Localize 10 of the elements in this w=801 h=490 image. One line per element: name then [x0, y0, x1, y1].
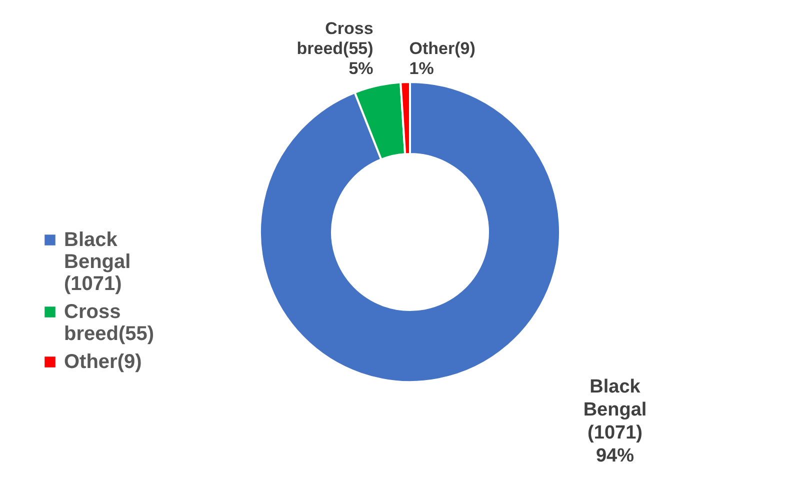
slice-label: Other(9) [409, 39, 476, 58]
slice-label: Cross breed(55) [296, 19, 374, 58]
data-label: 94% [596, 446, 634, 467]
legend-label: Cross breed(55) [64, 301, 154, 345]
slice-label: Black Bengal (1071) [583, 376, 647, 444]
legend-label: Other(9) [64, 351, 142, 373]
data-label: 5% [348, 59, 374, 78]
legend-label: Black Bengal (1071) [64, 229, 131, 295]
data-label: 1% [409, 59, 434, 78]
donut-slice [259, 81, 561, 383]
